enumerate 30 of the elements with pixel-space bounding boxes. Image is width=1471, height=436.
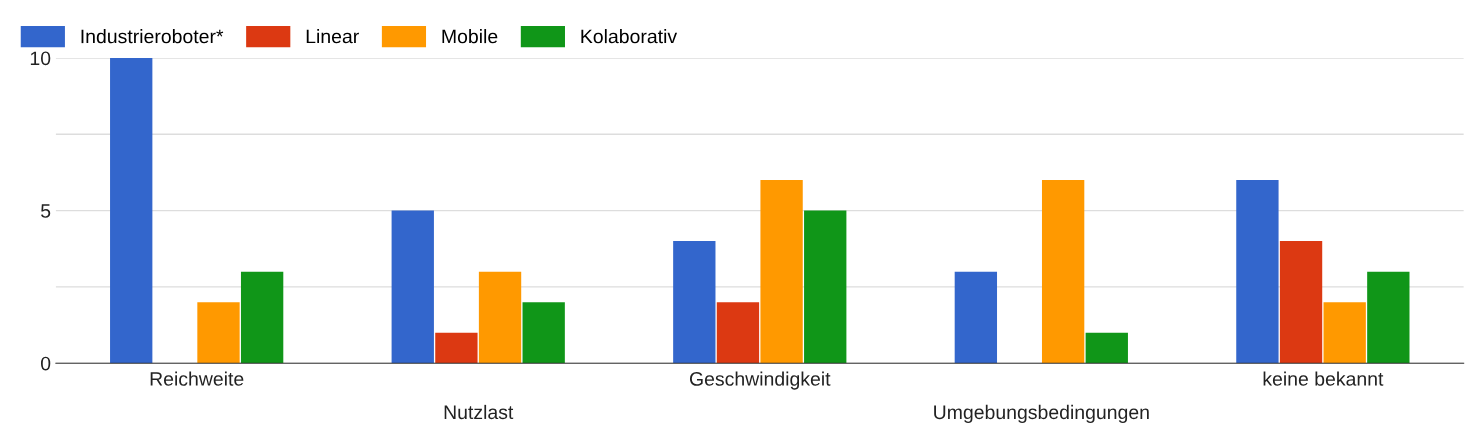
bar [1236, 180, 1279, 364]
bar [760, 180, 803, 364]
x-tick-label: Nutzlast [444, 404, 514, 420]
bar [240, 271, 284, 364]
bar [1085, 332, 1128, 364]
bar [804, 210, 847, 364]
bar [1041, 180, 1085, 364]
legend-label: Industrieroboter* [81, 29, 224, 44]
bar [478, 271, 522, 364]
legend-label: Kolaborativ [581, 29, 678, 44]
x-tick-label: keine bekannt [1263, 371, 1384, 386]
bar [391, 210, 434, 364]
bar [197, 302, 240, 364]
x-tick-label: Umgebungsbedingungen [934, 404, 1149, 423]
x-tick-label: Reichweite [150, 371, 244, 386]
bar [110, 57, 153, 364]
bar [1323, 302, 1366, 364]
y-tick-label: 5 [41, 204, 51, 218]
bar [435, 332, 478, 364]
y-tick-label: 0 [40, 356, 51, 371]
y-tick-label: 10 [30, 51, 51, 66]
bar [673, 241, 716, 364]
legend-label: Linear [306, 29, 359, 44]
bar [522, 302, 565, 364]
bar [954, 271, 998, 364]
bar [1279, 241, 1323, 364]
bar [1367, 271, 1410, 364]
x-tick-label: Geschwindigkeit [689, 371, 831, 390]
legend-label: Mobile [442, 29, 498, 44]
bar [716, 302, 760, 364]
